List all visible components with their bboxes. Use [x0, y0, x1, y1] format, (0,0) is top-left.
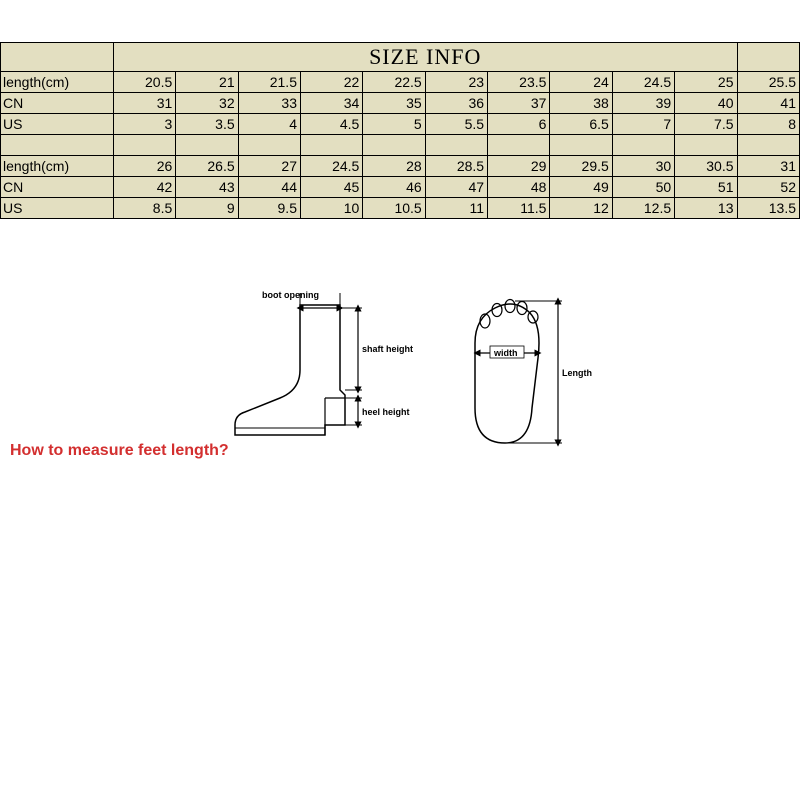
cell: 28.5 — [425, 156, 487, 177]
size-table-container: SIZE INFO length(cm) 20.5 21 21.5 22 22.… — [0, 42, 800, 219]
cell: 27 — [238, 156, 300, 177]
cell: 5 — [363, 114, 425, 135]
cell: 40 — [675, 93, 737, 114]
cell: 51 — [675, 177, 737, 198]
cell: 21.5 — [238, 72, 300, 93]
cell: 29.5 — [550, 156, 612, 177]
cell: 49 — [550, 177, 612, 198]
cell: 8 — [737, 114, 800, 135]
cell: 13 — [675, 198, 737, 219]
cell: 39 — [612, 93, 674, 114]
cell: 33 — [238, 93, 300, 114]
cell: 36 — [425, 93, 487, 114]
cell: 35 — [363, 93, 425, 114]
cell: 7.5 — [675, 114, 737, 135]
cell: 47 — [425, 177, 487, 198]
cell: 43 — [176, 177, 238, 198]
cell: 52 — [737, 177, 800, 198]
cell: 7 — [612, 114, 674, 135]
cell: 32 — [176, 93, 238, 114]
cell: 48 — [488, 177, 550, 198]
cell: 37 — [488, 93, 550, 114]
cell: 50 — [612, 177, 674, 198]
cell: 26 — [113, 156, 175, 177]
cell: 29 — [488, 156, 550, 177]
cell: 24.5 — [612, 72, 674, 93]
cell: 13.5 — [737, 198, 800, 219]
cell: 23 — [425, 72, 487, 93]
cell: 31 — [113, 93, 175, 114]
cell: 38 — [550, 93, 612, 114]
row-label: length(cm) — [1, 156, 114, 177]
cell: 23.5 — [488, 72, 550, 93]
cell: 3 — [113, 114, 175, 135]
row-label: CN — [1, 93, 114, 114]
cell: 3.5 — [176, 114, 238, 135]
cell: 10 — [300, 198, 362, 219]
measure-heading: How to measure feet length? — [10, 442, 229, 460]
cell: 24.5 — [300, 156, 362, 177]
cell: 22.5 — [363, 72, 425, 93]
boot-diagram: boot opening shaft height heel height — [235, 290, 413, 435]
cell: 12.5 — [612, 198, 674, 219]
cell: 9.5 — [238, 198, 300, 219]
cell: 10.5 — [363, 198, 425, 219]
cell: 44 — [238, 177, 300, 198]
cell: 25 — [675, 72, 737, 93]
cell: 9 — [176, 198, 238, 219]
row-label: CN — [1, 177, 114, 198]
cell: 28 — [363, 156, 425, 177]
cell: 8.5 — [113, 198, 175, 219]
cell: 45 — [300, 177, 362, 198]
table-title: SIZE INFO — [113, 43, 737, 72]
cell: 24 — [550, 72, 612, 93]
cell: 30.5 — [675, 156, 737, 177]
cell: 22 — [300, 72, 362, 93]
boot-opening-label: boot opening — [262, 290, 319, 300]
row-label: length(cm) — [1, 72, 114, 93]
cell: 42 — [113, 177, 175, 198]
size-info-table: SIZE INFO length(cm) 20.5 21 21.5 22 22.… — [0, 42, 800, 219]
row-label: US — [1, 198, 114, 219]
row-label: US — [1, 114, 114, 135]
cell: 4 — [238, 114, 300, 135]
cell: 11 — [425, 198, 487, 219]
cell: 30 — [612, 156, 674, 177]
cell: 4.5 — [300, 114, 362, 135]
cell: 46 — [363, 177, 425, 198]
cell: 6 — [488, 114, 550, 135]
cell: 12 — [550, 198, 612, 219]
cell: 31 — [737, 156, 800, 177]
shaft-height-label: shaft height — [362, 344, 413, 354]
cell: 41 — [737, 93, 800, 114]
foot-length-label: Length — [562, 368, 592, 378]
heel-height-label: heel height — [362, 407, 410, 417]
foot-width-label: width — [493, 348, 518, 358]
measurement-diagram: boot opening shaft height heel height wi… — [190, 280, 610, 460]
cell: 21 — [176, 72, 238, 93]
cell: 6.5 — [550, 114, 612, 135]
cell: 34 — [300, 93, 362, 114]
cell: 26.5 — [176, 156, 238, 177]
cell: 20.5 — [113, 72, 175, 93]
cell: 5.5 — [425, 114, 487, 135]
cell: 11.5 — [488, 198, 550, 219]
footprint-diagram: width Length — [475, 300, 592, 444]
cell: 25.5 — [737, 72, 800, 93]
